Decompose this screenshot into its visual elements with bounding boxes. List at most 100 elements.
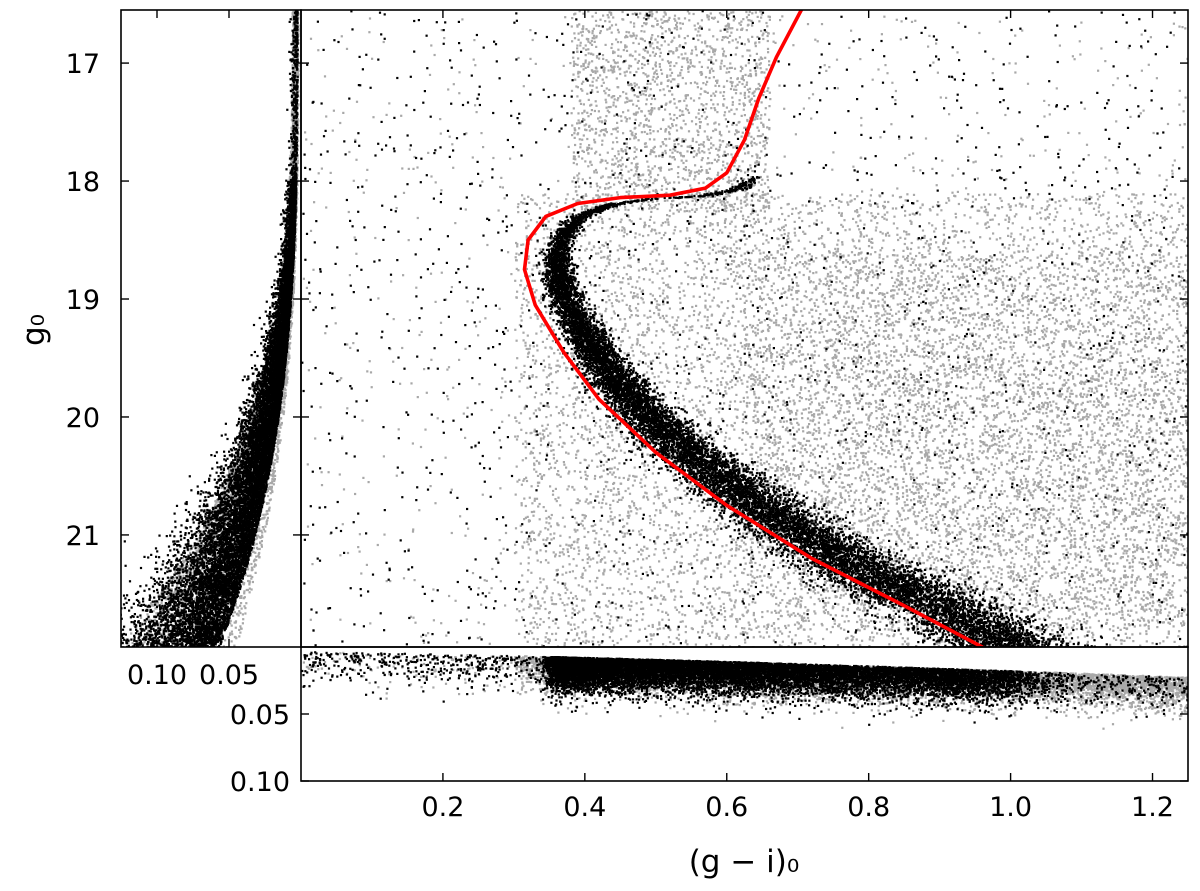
star-point — [874, 484, 876, 486]
star-point — [711, 277, 713, 279]
star-point — [1027, 332, 1029, 334]
star-point — [604, 543, 606, 545]
star-point — [796, 337, 798, 339]
star-point — [628, 517, 630, 519]
star-point — [1026, 257, 1028, 259]
star-point — [1051, 254, 1053, 256]
star-point — [587, 554, 589, 556]
star-point — [797, 601, 799, 603]
star-point — [862, 439, 864, 441]
star-point — [354, 493, 356, 495]
star-point — [1062, 353, 1064, 355]
star-point — [698, 112, 700, 114]
star-point — [1166, 179, 1168, 181]
star-point — [1159, 416, 1161, 418]
star-point — [1158, 475, 1160, 477]
star-point — [1150, 36, 1152, 38]
star-point — [950, 465, 952, 467]
star-point — [856, 621, 858, 623]
star-point — [1014, 71, 1016, 73]
star-point — [1154, 609, 1156, 611]
star-point — [1078, 255, 1080, 257]
star-point — [879, 267, 881, 269]
star-point — [1124, 480, 1126, 482]
star-point — [1041, 451, 1043, 453]
star-point — [673, 599, 675, 601]
star-point — [629, 71, 631, 73]
star-point — [884, 391, 886, 393]
star-point — [936, 358, 938, 360]
star-point — [1011, 453, 1013, 455]
star-point — [775, 586, 777, 588]
star-point — [972, 289, 974, 291]
star-point — [576, 163, 578, 165]
star-point — [598, 541, 600, 543]
star-point — [947, 197, 949, 199]
star-point — [1164, 559, 1166, 561]
star-point — [655, 259, 657, 261]
star-point — [1084, 455, 1086, 457]
star-point — [1071, 598, 1073, 600]
star-point — [1175, 542, 1177, 544]
star-point — [711, 622, 713, 624]
star-point — [573, 548, 575, 550]
star-point — [1006, 406, 1008, 408]
star-point — [562, 396, 564, 398]
star-point — [716, 393, 718, 395]
star-point — [1148, 318, 1150, 320]
star-point — [782, 426, 784, 428]
star-point — [1010, 236, 1012, 238]
star-point — [709, 354, 711, 356]
star-point — [687, 276, 689, 278]
star-point — [744, 190, 746, 192]
star-point — [815, 257, 817, 259]
star-point — [871, 264, 873, 266]
star-point — [687, 283, 689, 285]
star-point — [868, 267, 870, 269]
star-point — [474, 104, 476, 106]
star-point — [900, 337, 902, 339]
star-point — [983, 596, 985, 598]
star-point — [746, 81, 748, 83]
star-point — [734, 349, 736, 351]
star-point — [816, 299, 818, 301]
star-point — [944, 482, 946, 484]
star-point — [779, 590, 781, 592]
star-point — [879, 283, 881, 285]
star-point — [687, 242, 689, 244]
star-point — [879, 524, 881, 526]
star-point — [1029, 408, 1031, 410]
star-point — [632, 42, 634, 44]
star-point — [639, 507, 641, 509]
star-point — [1043, 496, 1045, 498]
star-point — [1063, 294, 1065, 296]
star-point — [1102, 323, 1104, 325]
star-point — [647, 63, 649, 65]
star-point — [793, 469, 795, 471]
star-point — [655, 548, 657, 550]
star-point — [969, 559, 971, 561]
star-point — [516, 340, 518, 342]
star-point — [1135, 335, 1137, 337]
star-point — [604, 310, 606, 312]
star-point — [649, 279, 651, 281]
star-point — [859, 220, 861, 222]
star-point — [757, 546, 759, 548]
star-point — [665, 315, 667, 317]
star-point — [540, 437, 542, 439]
star-point — [726, 340, 728, 342]
star-point — [636, 544, 638, 546]
star-point — [707, 309, 709, 311]
star-point — [908, 393, 910, 395]
star-point — [1010, 341, 1012, 343]
star-point — [1125, 213, 1127, 215]
star-point — [636, 105, 638, 107]
star-point — [884, 296, 886, 298]
star-point — [791, 328, 793, 330]
star-point — [891, 315, 893, 317]
star-point — [1156, 540, 1158, 542]
star-point — [595, 453, 597, 455]
star-point — [1071, 530, 1073, 532]
star-point — [701, 252, 703, 254]
star-point — [968, 418, 970, 420]
